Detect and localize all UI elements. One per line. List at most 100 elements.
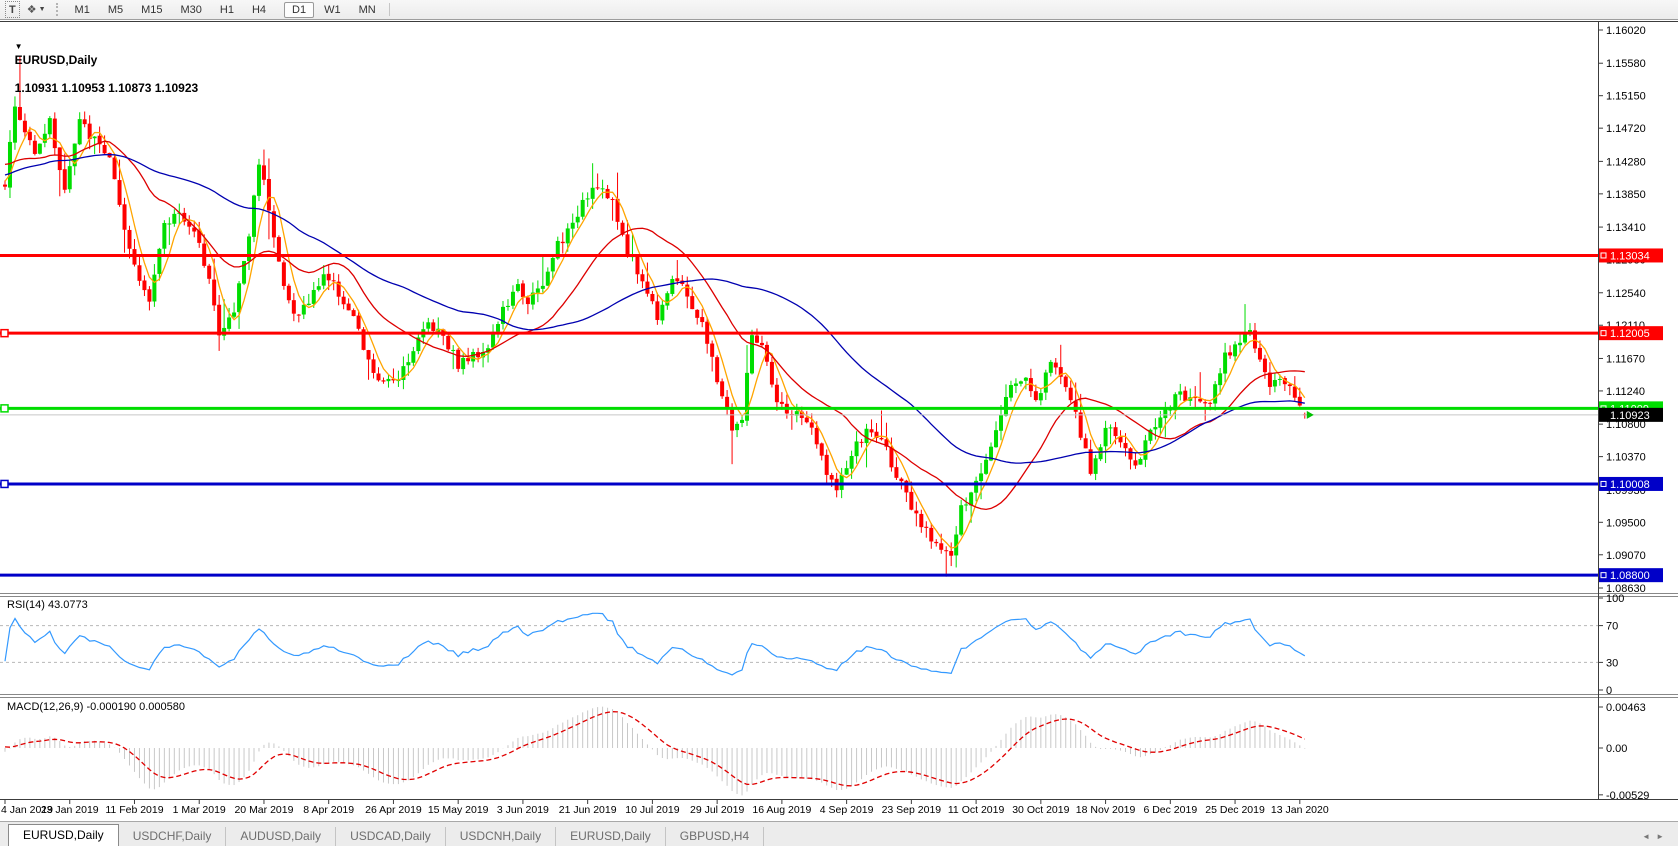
tab-scroll-left-icon[interactable]: ◄ <box>1642 832 1657 841</box>
date-tick-label: 30 Oct 2019 <box>1012 804 1069 816</box>
price-line-label-box <box>1599 326 1663 341</box>
timeframe-button-m15[interactable]: M15 <box>141 3 163 16</box>
chart-tab-usdchf-daily[interactable]: USDCHF,Daily <box>119 827 227 846</box>
tab-scroll-arrows: ◄► <box>1642 832 1670 841</box>
text-tool-button[interactable]: T <box>5 1 20 18</box>
price-tick-label: 1.14720 <box>1606 123 1646 135</box>
price-line-label: 1.08800 <box>1610 570 1650 582</box>
price-tick-label: 1.11670 <box>1606 353 1645 365</box>
price-line-label-marker <box>1600 330 1607 337</box>
rsi-line <box>4 612 1306 676</box>
rsi-tick-label: 100 <box>1606 593 1624 605</box>
rsi-tick-label: 70 <box>1606 621 1618 633</box>
date-tick-label: 4 Sep 2019 <box>820 804 874 816</box>
rsi-tick-label: 0 <box>1606 685 1612 697</box>
price-tick-label: 1.13850 <box>1606 189 1646 201</box>
current-price-label-box <box>1599 407 1663 422</box>
price-line-label: 1.10008 <box>1610 479 1650 491</box>
rsi-indicator-label: RSI(14) 43.0773 <box>7 599 88 611</box>
macd-histogram <box>4 706 1306 796</box>
date-tick-label: 23 Jan 2019 <box>41 804 99 816</box>
date-tick-label: 21 Jun 2019 <box>559 804 617 816</box>
line-anchor-marker[interactable] <box>0 328 9 338</box>
price-line-label-marker <box>1600 480 1607 487</box>
date-tick-label: 16 Aug 2019 <box>752 804 811 816</box>
rsi-tick-label: 30 <box>1606 657 1618 669</box>
date-tick-label: 20 Mar 2019 <box>234 804 293 816</box>
chart-title: ▼ EURUSD,Daily 1.10931 1.10953 1.10873 1… <box>8 25 199 95</box>
chart-tab-audusd-daily[interactable]: AUDUSD,Daily <box>226 827 337 846</box>
tab-scroll-right-icon[interactable]: ► <box>1656 832 1670 841</box>
date-tick-label: 13 Jan 2020 <box>1271 804 1329 816</box>
timeframe-button-m5[interactable]: M5 <box>107 3 124 16</box>
date-tick-label: 26 Apr 2019 <box>365 804 422 816</box>
timeframe-button-w1[interactable]: W1 <box>324 3 341 16</box>
price-tick-label: 1.10370 <box>1606 452 1646 464</box>
date-tick-label: 23 Sep 2019 <box>882 804 942 816</box>
date-tick-label: 10 Jul 2019 <box>625 804 679 816</box>
moving-average-50 <box>4 153 1305 464</box>
current-price-label: 1.10923 <box>1610 410 1650 422</box>
chart-tab-eurusd-daily[interactable]: EURUSD,Daily <box>556 827 666 846</box>
price-line-label-marker <box>1600 252 1607 259</box>
candlestick-series <box>3 55 1307 577</box>
chart-symbol-label: EURUSD,Daily <box>14 53 98 67</box>
price-line-label-box <box>1599 568 1663 583</box>
price-tick-label: 1.16020 <box>1606 25 1646 37</box>
toolbar-separator <box>388 3 390 16</box>
date-tick-label: 11 Oct 2019 <box>948 804 1005 816</box>
moving-average-20 <box>4 140 1305 511</box>
chart-tab-usdcad-daily[interactable]: USDCAD,Daily <box>336 827 446 846</box>
date-tick-label: 6 Dec 2019 <box>1143 804 1197 816</box>
date-tick-label: 11 Feb 2019 <box>105 804 163 816</box>
chart-ohlc-values: 1.10931 1.10953 1.10873 1.10923 <box>14 81 199 95</box>
macd-tick-label: 0.00463 <box>1606 702 1646 714</box>
macd-signal-line <box>4 711 1306 787</box>
chart-tab-bar: EURUSD,Daily USDCHF,Daily AUDUSD,Daily USDC… <box>0 821 1678 846</box>
moving-average-5 <box>4 127 1306 549</box>
timeframe-button-d1[interactable]: D1 <box>284 1 315 18</box>
price-tick-label: 1.09070 <box>1606 550 1646 562</box>
date-tick-label: 1 Mar 2019 <box>173 804 226 816</box>
macd-tick-label: -0.00529 <box>1606 790 1649 802</box>
timeframe-button-mn[interactable]: MN <box>358 3 376 16</box>
toolbar-grip[interactable] <box>55 3 61 16</box>
last-price-arrow-icon <box>1306 410 1314 419</box>
timeframe-button-m1[interactable]: M1 <box>74 3 90 16</box>
cycles-icon: ❖ <box>26 4 38 16</box>
price-tick-label: 1.11240 <box>1606 386 1645 398</box>
date-tick-label: 29 Jul 2019 <box>690 804 744 816</box>
price-line-label: 1.13034 <box>1610 250 1650 262</box>
price-tick-label: 1.08630 <box>1606 583 1646 595</box>
timeframe-button-group: M1 M5 M15 M30 H1 H4 D1 W1 MN <box>66 1 385 18</box>
price-line-label-box <box>1599 248 1663 263</box>
price-tick-label: 1.12540 <box>1606 288 1646 300</box>
price-tick-label: 1.14280 <box>1606 156 1646 168</box>
price-tick-label: 1.15150 <box>1606 91 1646 103</box>
timeframe-button-m30[interactable]: M30 <box>180 3 202 16</box>
macd-indicator-label: MACD(12,26,9) -0.000190 0.000580 <box>7 701 185 713</box>
timeframe-button-h4[interactable]: H4 <box>251 3 267 16</box>
price-tick-label: 1.10800 <box>1606 419 1646 431</box>
timeframe-button-h1[interactable]: H1 <box>219 3 234 16</box>
line-anchor-marker[interactable] <box>0 479 9 489</box>
symbol-dropdown-icon[interactable]: ▼ <box>14 42 23 51</box>
macd-tick-label: 0.00 <box>1606 743 1627 755</box>
price-tick-label: 1.15580 <box>1606 58 1646 70</box>
price-line-label: 1.12005 <box>1610 328 1650 340</box>
chart-tab-eurusd-daily[interactable]: EURUSD,Daily <box>8 824 119 846</box>
date-tick-label: 8 Apr 2019 <box>303 804 354 816</box>
date-tick-label: 3 Jun 2019 <box>497 804 549 816</box>
date-tick-label: 4 Jan 2019 <box>1 804 53 816</box>
cycle-lines-tool-button[interactable]: ❖ ▼ <box>24 2 49 17</box>
date-tick-label: 15 May 2019 <box>428 804 489 816</box>
date-tick-label: 25 Dec 2019 <box>1205 804 1265 816</box>
line-anchor-marker[interactable] <box>0 404 9 413</box>
chart-tab-gbpusd-h4[interactable]: GBPUSD,H4 <box>666 827 765 846</box>
price-line-label-box <box>1599 476 1663 491</box>
price-tick-label: 1.09500 <box>1606 517 1646 529</box>
top-toolbar: T ❖ ▼ M1 M5 M15 M30 H1 H4 D1 W1 MN <box>0 0 1678 20</box>
chart-tab-usdcnh-daily[interactable]: USDCNH,Daily <box>446 827 557 846</box>
chevron-down-icon: ▼ <box>38 6 46 13</box>
